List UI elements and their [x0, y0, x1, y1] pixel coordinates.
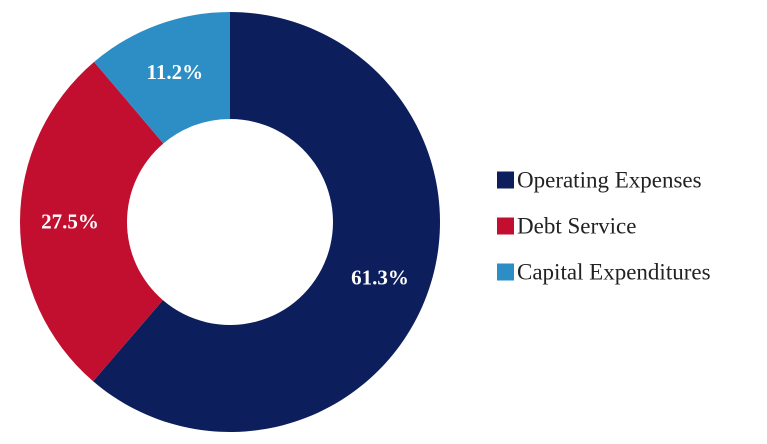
legend-label: Operating Expenses — [517, 168, 702, 193]
donut-slices — [19, 12, 440, 432]
legend-item-capital-expenditures: Capital Expenditures — [497, 260, 711, 285]
legend-label: Capital Expenditures — [517, 260, 711, 285]
slice-label-debt-service: 27.5% — [41, 209, 99, 233]
legend-swatch — [497, 263, 514, 281]
legend: Operating Expenses Debt Service Capital Ex… — [497, 168, 711, 285]
slice-label-capital-expenditures: 11.2% — [147, 60, 204, 84]
legend-item-debt-service: Debt Service — [497, 214, 636, 239]
slice-label-operating-expenses: 61.3% — [351, 266, 409, 290]
slice-labels: 61.3% 27.5% 11.2% — [41, 60, 409, 290]
legend-swatch — [497, 217, 514, 235]
slice-operating-expenses — [93, 12, 440, 432]
legend-label: Debt Service — [517, 214, 636, 239]
slice-capital-expenditures — [94, 12, 230, 144]
legend-swatch — [497, 171, 514, 189]
slice-debt-service — [19, 61, 164, 382]
legend-item-operating-expenses: Operating Expenses — [497, 168, 702, 193]
